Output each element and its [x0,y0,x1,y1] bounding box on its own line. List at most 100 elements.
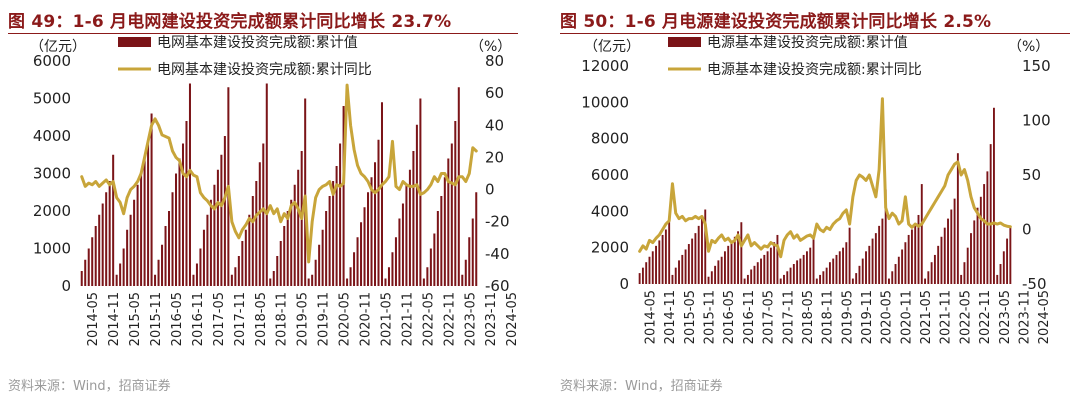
bar [255,181,258,286]
bar [924,278,927,284]
bar [206,214,209,286]
bar [314,259,317,286]
bar [792,264,795,284]
bar [318,244,321,286]
bar [769,247,772,284]
x-tick-label: 2015-05 [683,290,698,344]
bar [126,229,129,286]
bar [332,181,335,286]
bar [743,278,746,284]
bar [825,267,828,284]
x-tick-label: 2023-05 [998,290,1013,344]
bar [353,252,356,286]
bar [185,121,188,286]
x-tick-label: 2019-05 [296,292,311,346]
bar [1006,238,1009,284]
bar [874,233,877,284]
bar [178,158,181,286]
bar [171,192,174,286]
bar [188,83,191,286]
right-tick-label: 60 [485,84,504,102]
bar [937,245,940,284]
bar [115,274,118,286]
bar [440,196,443,286]
bar [248,214,251,286]
bar [307,278,310,286]
bar [304,98,307,286]
bar [346,278,349,286]
left-tick-label: 12000 [581,57,629,75]
bar [943,227,946,284]
left-tick-label: 1000 [33,240,71,258]
bar [917,214,920,284]
bar [377,139,380,286]
bar [380,102,383,286]
right-unit-label: （%） [470,39,511,55]
left-tick-label: 3000 [33,165,71,183]
bar [815,278,818,284]
bar [391,252,394,286]
bar [838,251,841,284]
bar [806,251,808,284]
bar [454,121,457,286]
bar [279,241,282,286]
x-tick-label: 2017-05 [212,292,227,346]
x-tick-label: 2024-05 [1037,290,1052,344]
bar [80,271,83,286]
bar [367,192,370,286]
grid-investment-chart: 0 1000 2000 3000 4000 5000 6000 -60 -40 -20 0 20 40 6… [30,34,520,346]
legend-bar-label: 电源基本建设投资完成额:累计值 [707,34,908,51]
bar [779,278,782,284]
bar [723,251,726,284]
bar [740,222,743,284]
bar [241,241,244,286]
right-tick-label: -20 [485,213,510,231]
bar [638,273,641,284]
bar [223,136,226,286]
left-tick-label: 4000 [591,202,629,220]
bar [983,184,986,284]
right-tick-label: 20 [485,148,504,166]
bar [461,274,464,286]
legend-bar-label: 电网基本建设投资完成额:累计值 [157,34,358,51]
bar [681,254,684,284]
x-tick-label: 2016-11 [191,292,206,346]
bar [950,209,953,284]
bar [970,233,972,284]
bar [979,196,982,284]
x-tick-label: 2022-11 [978,290,993,344]
bar [789,267,792,284]
bar [822,271,825,284]
x-tick-label: 2015-11 [703,290,718,344]
bar [384,278,387,286]
right-tick-label: 40 [485,116,504,134]
yoy-line [80,83,478,264]
x-tick-label: 2023-11 [484,292,499,346]
figure-50: 图 50：1-6 月电源建设投资完成额累计同比增长 2.5% 0 2000 4000… [560,0,1070,401]
bar [415,124,418,286]
bar [684,249,687,284]
bar [819,274,822,284]
bar [897,256,900,284]
bar [993,107,995,284]
bar [999,264,1002,284]
bar [668,216,671,284]
legend-line-label: 电网基本建设投资完成额:累计同比 [157,61,372,78]
bar [773,242,776,284]
bar [881,218,884,284]
bar [450,143,453,286]
bar [658,240,661,284]
bar [776,234,779,284]
title-rule [8,33,518,34]
x-tick-label: 2022-05 [421,292,436,346]
bar [87,248,90,286]
bar [704,209,707,284]
x-tick-label: 2014-11 [107,292,122,346]
right-tick-label: -50 [1022,275,1047,293]
source-note: 资料来源：Wind，招商证券 [8,379,171,394]
bar [865,251,867,284]
bar [311,274,314,286]
bar [858,265,861,284]
bar [763,254,766,284]
x-tick-label: 2015-11 [149,292,164,346]
